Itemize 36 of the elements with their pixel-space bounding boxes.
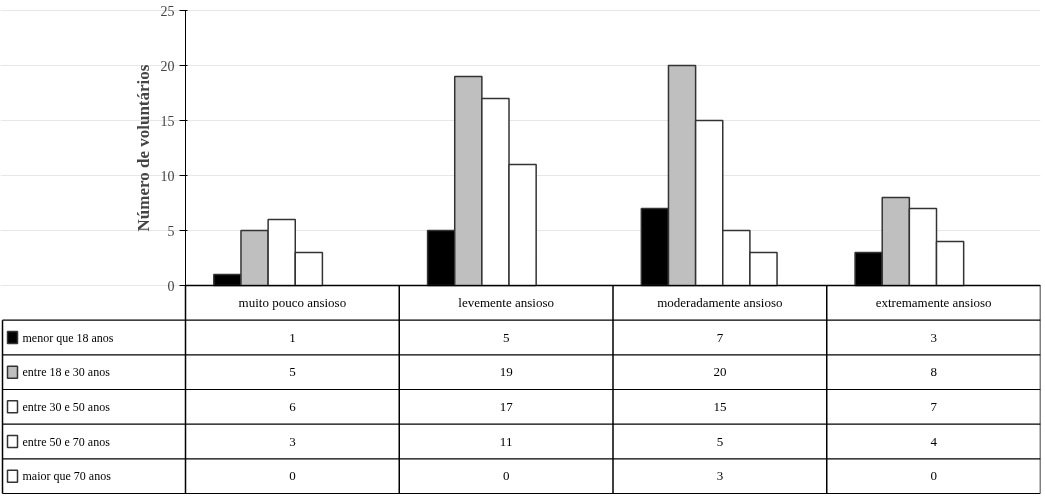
y-tick-label: 5 <box>167 223 175 239</box>
legend-label: entre 50 e 70 anos <box>22 434 111 449</box>
legend-label: menor que 18 anos <box>22 330 114 345</box>
y-tick-label: 20 <box>160 58 175 74</box>
data-label: 6 <box>289 398 297 414</box>
legend-label: maior que 70 anos <box>22 469 112 484</box>
data-label: 0 <box>289 468 296 484</box>
data-label: 19 <box>499 364 513 380</box>
data-label: 0 <box>930 468 937 484</box>
data-label: 0 <box>502 468 510 484</box>
data-label: 17 <box>499 398 514 414</box>
data-label: 11 <box>499 433 513 449</box>
data-label: 5 <box>289 364 296 380</box>
data-label: 4 <box>930 433 938 449</box>
data-label: 5 <box>716 433 724 449</box>
legend-label: entre 30 e 50 anos <box>22 399 111 414</box>
y-tick-label: 10 <box>160 168 175 184</box>
x-tick-label: muito pouco ansioso <box>238 295 347 311</box>
x-tick-label: moderadamente ansioso <box>657 295 783 311</box>
data-label: 7 <box>930 398 938 414</box>
data-label: 15 <box>713 398 727 414</box>
legend-label: entre 18 e 30 anos <box>22 365 111 380</box>
y-tick-label: 15 <box>160 113 175 129</box>
data-label: 3 <box>930 329 937 345</box>
data-label: 3 <box>289 433 296 449</box>
data-label: 8 <box>930 364 937 380</box>
data-label: 5 <box>502 329 510 345</box>
data-label: 3 <box>716 468 724 484</box>
data-label: 7 <box>716 329 724 345</box>
y-tick-label: 25 <box>160 3 175 19</box>
data-label: 20 <box>713 364 727 380</box>
y-tick-label: 0 <box>167 278 175 294</box>
x-tick-label: levemente ansioso <box>458 295 554 311</box>
y-axis-title: Número de voluntários <box>133 64 153 232</box>
x-tick-label: extremamente ansioso <box>875 295 992 311</box>
data-label: 1 <box>289 329 296 345</box>
